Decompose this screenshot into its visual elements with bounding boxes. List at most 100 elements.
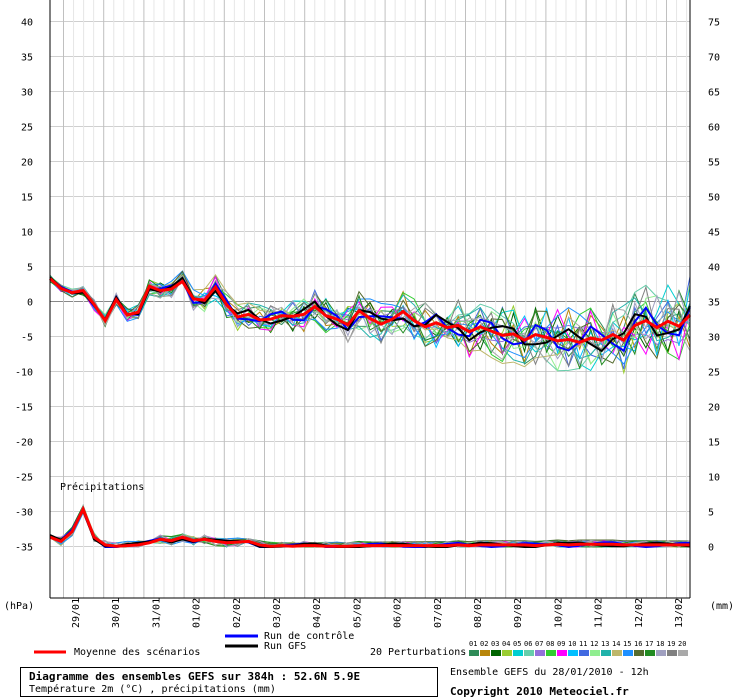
perturbation-swatch (667, 650, 677, 656)
perturbation-id-label: 03 (491, 640, 499, 648)
perturbation-id-label: 17 (645, 640, 653, 648)
perturbation-swatch (656, 650, 666, 656)
x-tick-label: 10/02 (553, 598, 564, 628)
perturbation-id-label: 18 (656, 640, 664, 648)
perturbation-swatch (678, 650, 688, 656)
x-tick-label: 31/01 (151, 598, 162, 628)
ensemble-date: Ensemble GEFS du 28/01/2010 - 12h (450, 667, 649, 678)
perturbation-id-label: 02 (480, 640, 488, 648)
x-tick-label: 30/01 (111, 598, 122, 628)
left-tick-label: -5 (21, 333, 33, 344)
right-tick-label: 20 (708, 403, 720, 414)
perturbation-id-label: 16 (634, 640, 642, 648)
chart-footer-box: Diagramme des ensembles GEFS sur 384h : … (20, 667, 438, 697)
x-tick-label: 12/02 (634, 598, 645, 628)
left-tick-label: -30 (15, 508, 33, 519)
legend-perturbations-label: 20 Perturbations (370, 647, 467, 658)
perturbation-swatch (634, 650, 644, 656)
right-tick-label: 0 (708, 543, 714, 554)
right-axis-unit: (mm) (710, 601, 734, 612)
perturbation-id-label: 12 (590, 640, 598, 648)
right-tick-label: 40 (708, 263, 720, 274)
left-tick-label: -15 (15, 403, 33, 414)
right-tick-label: 65 (708, 88, 720, 99)
right-tick-label: 30 (708, 333, 720, 344)
perturbation-swatch (513, 650, 523, 656)
mean-temp-line (49, 277, 692, 344)
left-tick-label: -10 (15, 368, 33, 379)
perturbation-id-label: 10 (568, 640, 576, 648)
perturbation-swatch (469, 650, 479, 656)
perturbation-temp-line (49, 273, 691, 368)
right-tick-label: 55 (708, 158, 720, 169)
axes (49, 0, 691, 599)
right-tick-label: 10 (708, 473, 720, 484)
perturbation-id-label: 15 (623, 640, 631, 648)
perturbation-swatch (645, 650, 655, 656)
left-tick-label: 25 (21, 123, 33, 134)
chart-subtitle: Température 2m (°C) , précipitations (mm… (29, 684, 276, 695)
perturbation-swatch (535, 650, 545, 656)
perturbation-swatch (557, 650, 567, 656)
mean-precip-line (49, 505, 690, 548)
grid-lines (50, 0, 690, 598)
perturbation-id-label: 04 (502, 640, 510, 648)
left-tick-label: 40 (21, 18, 33, 29)
perturbation-swatch (524, 650, 534, 656)
x-tick-label: 01/02 (192, 598, 203, 628)
legend: 01 02 03 04 05 06 07 08 09 10 11 12 13 14 15 16 17 18 19 20 (34, 634, 688, 656)
left-tick-label: 20 (21, 158, 33, 169)
chart-title: Diagramme des ensembles GEFS sur 384h : … (29, 670, 361, 683)
perturbation-id-label: 11 (579, 640, 587, 648)
right-tick-label: 50 (708, 193, 720, 204)
right-tick-label: 70 (708, 53, 720, 64)
perturbation-swatch (601, 650, 611, 656)
perturbation-id-label: 06 (524, 640, 532, 648)
perturbation-swatch (590, 650, 600, 656)
left-tick-label: -25 (15, 473, 33, 484)
precip-label: Précipitations (60, 481, 144, 493)
left-tick-label: 35 (21, 53, 33, 64)
perturbation-id-label: 14 (612, 640, 620, 648)
legend-control-label: Run de contrôle (264, 631, 355, 642)
perturbation-precip-line (49, 507, 691, 547)
series-lines (49, 270, 692, 549)
perturbation-swatch (491, 650, 501, 656)
legend-mean-label: Moyenne des scénarios (74, 647, 201, 658)
left-tick-label: 0 (27, 298, 33, 309)
x-tick-label: 29/01 (71, 598, 82, 628)
perturbation-temp-line (49, 274, 691, 363)
right-tick-label: 15 (708, 438, 720, 449)
left-tick-label: -35 (15, 543, 33, 554)
perturbation-id-label: 13 (601, 640, 609, 648)
left-tick-label: 10 (21, 228, 33, 239)
right-tick-label: 35 (708, 298, 720, 309)
x-tick-label: 06/02 (393, 598, 404, 628)
right-tick-label: 25 (708, 368, 720, 379)
left-tick-label: 5 (27, 263, 33, 274)
left-tick-label: -20 (15, 438, 33, 449)
x-tick-label: 08/02 (473, 598, 484, 628)
x-tick-label: 11/02 (594, 598, 605, 628)
x-tick-label: 13/02 (674, 598, 685, 628)
perturbation-id-label: 08 (546, 640, 554, 648)
copyright: Copyright 2010 Meteociel.fr (450, 685, 629, 698)
perturbation-id-label: 09 (557, 640, 565, 648)
perturbation-id-label: 20 (678, 640, 686, 648)
left-tick-label: 15 (21, 193, 33, 204)
right-tick-label: 60 (708, 123, 720, 134)
perturbation-swatch (612, 650, 622, 656)
x-tick-label: 07/02 (433, 598, 444, 628)
left-tick-label: 30 (21, 88, 33, 99)
right-tick-label: 75 (708, 18, 720, 29)
x-tick-label: 04/02 (312, 598, 323, 628)
x-tick-label: 02/02 (232, 598, 243, 628)
perturbation-swatch (480, 650, 490, 656)
perturbation-id-label: 01 (469, 640, 477, 648)
x-tick-label: 05/02 (352, 598, 363, 628)
x-tick-label: 09/02 (513, 598, 524, 628)
right-tick-label: 5 (708, 508, 714, 519)
